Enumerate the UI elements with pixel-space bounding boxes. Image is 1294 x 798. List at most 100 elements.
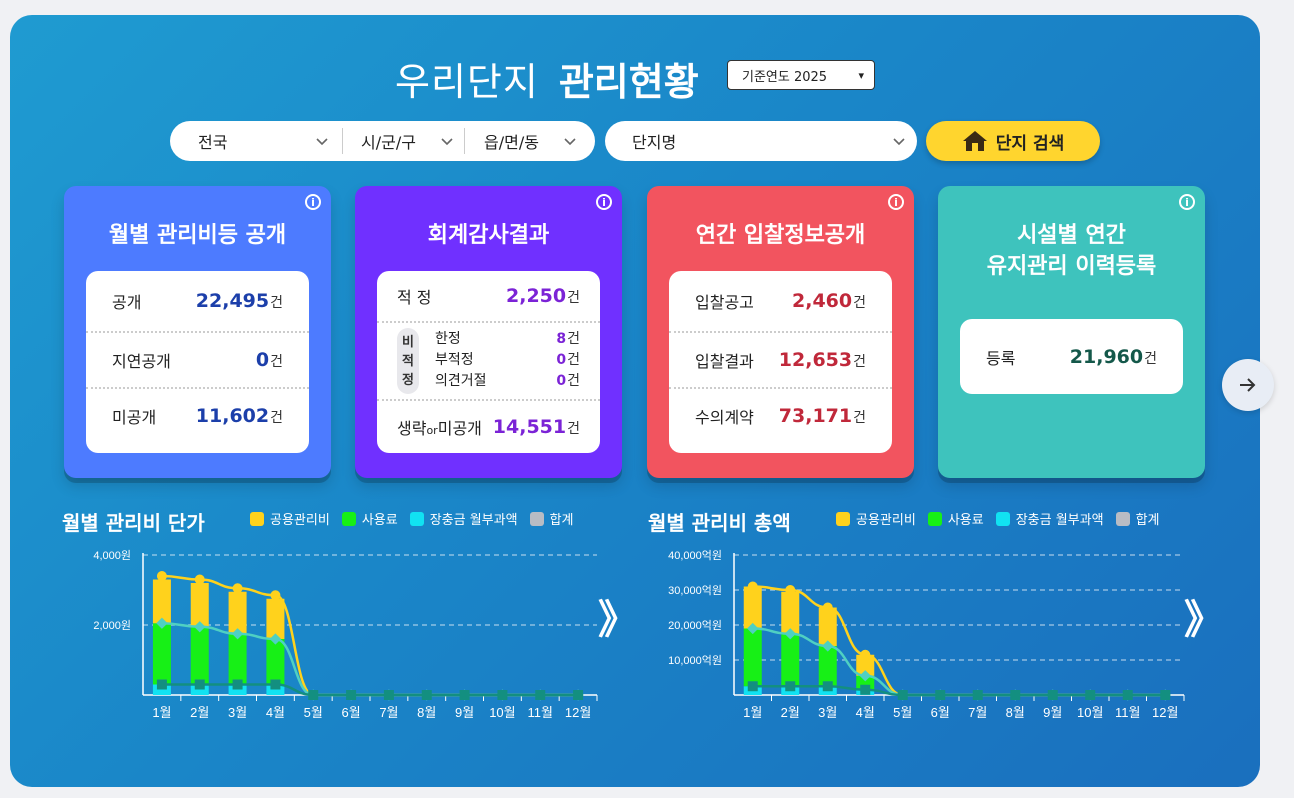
- page-title: 우리단지 관리현황: [395, 48, 699, 108]
- legend-label: 공용관리비: [270, 513, 330, 528]
- bar-장충금 월부과액: [266, 684, 285, 695]
- stat-unit: 건: [1144, 350, 1157, 367]
- stat-label-or: or: [426, 424, 438, 437]
- y-tick-label: 4,000원: [93, 549, 131, 562]
- stat-value: 73,171: [778, 405, 853, 427]
- info-icon[interactable]: i: [1179, 194, 1195, 210]
- bar-사용료: [818, 646, 837, 687]
- stat-label: 적 정: [397, 288, 432, 307]
- chart-legend: 공용관리비 사용료 장충금 월부과액 합계: [250, 509, 573, 528]
- stat-row: 생략or미공개 14,551건: [377, 401, 600, 453]
- stat-label: 미공개: [437, 419, 482, 438]
- line-합계: [752, 585, 1166, 697]
- point-장충금 월부과액: [972, 690, 983, 700]
- card-stats: 등록 21,960건: [960, 319, 1183, 394]
- stat-value: 22,495: [195, 290, 270, 312]
- bar-사용료: [743, 628, 762, 687]
- card-bid-info[interactable]: i 연간 입찰정보공개 입찰공고 2,460건 입찰결과 12,653건 수의계…: [647, 186, 914, 478]
- complex-name-value: 단지명: [632, 133, 677, 152]
- complex-search-label: 단지 검색: [995, 133, 1065, 154]
- stat-row: 등록 21,960건: [960, 319, 1183, 394]
- card-monthly-fee-disclosure[interactable]: i 월별 관리비등 공개 공개 22,495건 지연공개 0건 미공개 11,6…: [64, 186, 331, 478]
- sigungu-select[interactable]: 시/군/구: [343, 129, 464, 153]
- x-tick-label: 10월: [1077, 705, 1103, 720]
- sido-select[interactable]: 전국: [170, 129, 342, 153]
- point-장충금 월부과액: [383, 690, 394, 700]
- point-사용료: [156, 617, 168, 629]
- bar-공용관리비: [743, 586, 762, 629]
- x-tick-label: 5월: [893, 705, 912, 720]
- x-tick-label: 4월: [856, 705, 875, 720]
- info-icon[interactable]: i: [305, 194, 321, 210]
- bar-사용료: [190, 626, 209, 685]
- bar-공용관리비: [856, 654, 875, 676]
- point-사용료: [269, 633, 282, 645]
- stat-label: 입찰공고: [695, 293, 754, 312]
- bar-공용관리비: [266, 598, 285, 639]
- stat-row: 지연공개 0건: [86, 331, 309, 387]
- stat-row: 부적정 0건: [435, 350, 580, 371]
- stat-label: 입찰결과: [695, 352, 754, 371]
- stat-row: 미공개 11,602건: [86, 387, 309, 443]
- home-icon: [962, 131, 987, 151]
- chevron-down-icon: [564, 138, 576, 146]
- complex-search-button[interactable]: 단지 검색: [926, 121, 1100, 161]
- legend-label: 사용료: [361, 513, 398, 528]
- tag-char: 비: [402, 334, 414, 350]
- legend-label: 합계: [1135, 513, 1160, 528]
- point-장충금 월부과액: [194, 679, 205, 690]
- stat-label: 수의계약: [695, 408, 754, 427]
- bar-사용료: [781, 633, 800, 687]
- info-icon[interactable]: i: [888, 194, 904, 210]
- bar-사용료: [152, 623, 171, 685]
- eupmyeondong-select-value: 읍/면/동: [484, 133, 539, 152]
- x-tick-label: 1월: [743, 705, 762, 720]
- line-장충금 월부과액: [161, 683, 579, 697]
- point-장충금 월부과액: [573, 690, 584, 700]
- point-장충금 월부과액: [860, 684, 871, 695]
- chart-next-arrow[interactable]: 》: [598, 597, 638, 643]
- chart-legend: 공용관리비 사용료 장충금 월부과액 합계: [836, 509, 1159, 528]
- year-select[interactable]: 기준연도 2025 ▾: [727, 60, 875, 90]
- point-장충금 월부과액: [1122, 690, 1133, 700]
- legend-label: 공용관리비: [856, 513, 916, 528]
- card-facility-maintenance[interactable]: i 시설별 연간 유지관리 이력등록 등록 21,960건: [938, 186, 1205, 478]
- y-tick-label: 10,000억원: [668, 654, 722, 667]
- bar-공용관리비: [152, 579, 171, 624]
- next-slide-button[interactable]: [1222, 359, 1274, 411]
- stat-unit: 건: [853, 354, 866, 370]
- chevron-down-icon: [441, 138, 453, 146]
- chart-next-arrow[interactable]: 》: [1184, 597, 1224, 643]
- x-tick-label: 7월: [379, 705, 398, 720]
- chevron-down-icon: [316, 138, 328, 146]
- complex-name-select[interactable]: 단지명: [605, 121, 917, 161]
- point-합계: [270, 590, 281, 601]
- point-장충금 월부과액: [1047, 690, 1058, 700]
- point-장충금 월부과액: [421, 690, 432, 700]
- info-icon[interactable]: i: [596, 194, 612, 210]
- point-장충금 월부과액: [459, 690, 470, 700]
- stat-row: 수의계약 73,171건: [669, 387, 892, 443]
- stat-row: 입찰공고 2,460건: [669, 271, 892, 331]
- point-합계: [194, 574, 205, 585]
- legend-swatch: [250, 511, 264, 526]
- card-stats: 입찰공고 2,460건 입찰결과 12,653건 수의계약 73,171건: [669, 271, 892, 453]
- x-tick-label: 11월: [1115, 705, 1140, 720]
- legend-swatch: [409, 511, 424, 526]
- legend-swatch: [836, 511, 850, 526]
- chevron-down-icon: [893, 138, 905, 146]
- chart-title: 월별 관리비 총액: [648, 511, 791, 535]
- bar-장충금 월부과액: [152, 684, 171, 695]
- stat-label: 등록: [986, 348, 1016, 368]
- stat-label: 한정: [435, 331, 461, 347]
- y-tick-label: 2,000원: [93, 619, 131, 632]
- x-tick-label: 10월: [489, 705, 515, 720]
- eupmyeondong-select[interactable]: 읍/면/동: [465, 129, 595, 153]
- card-title: 연간 입찰정보공개: [695, 223, 866, 248]
- point-합계: [822, 602, 833, 613]
- x-tick-label: 12월: [1152, 705, 1178, 720]
- point-장충금 월부과액: [897, 690, 908, 700]
